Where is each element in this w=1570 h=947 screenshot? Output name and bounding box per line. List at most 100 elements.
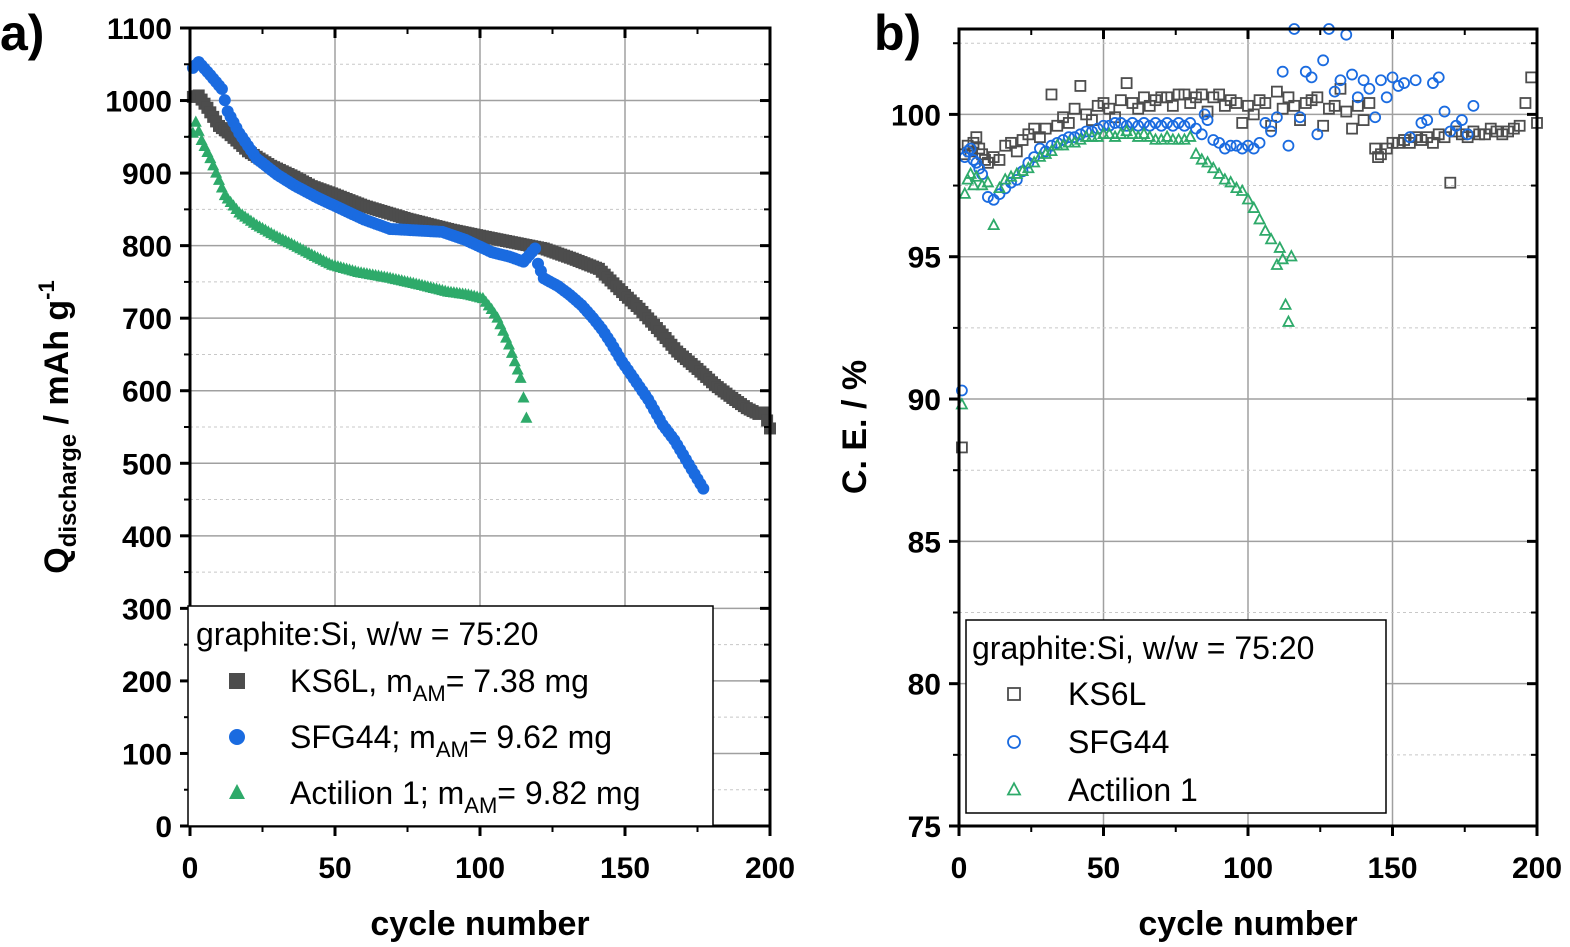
data-point bbox=[967, 154, 980, 166]
data-point bbox=[1045, 88, 1058, 101]
data-point bbox=[1432, 71, 1445, 84]
legend-marker-triangle-icon bbox=[229, 784, 245, 799]
data-point bbox=[964, 166, 978, 179]
data-point bbox=[1201, 114, 1214, 126]
panel-b-y-axis-label: C. E. / % bbox=[836, 360, 874, 494]
data-point bbox=[1357, 74, 1370, 87]
data-point bbox=[958, 186, 972, 199]
y-tick-label: 500 bbox=[122, 448, 172, 481]
data-point bbox=[1351, 91, 1364, 104]
data-point bbox=[1427, 77, 1439, 89]
data-point bbox=[511, 363, 524, 375]
y-tick-label: 900 bbox=[122, 158, 172, 191]
data-point bbox=[1224, 175, 1238, 188]
data-point bbox=[1409, 74, 1422, 87]
data-point bbox=[1230, 97, 1243, 109]
data-point bbox=[1351, 99, 1364, 112]
data-point bbox=[964, 142, 977, 155]
data-point bbox=[1258, 223, 1272, 236]
data-point bbox=[969, 169, 983, 182]
legend-entry-label: Actilion 1; mAM= 9.82 mg bbox=[290, 775, 640, 818]
data-point bbox=[505, 346, 518, 358]
panel-b-axes: 0 50 100 150 200 75 80 85 90 95 100 bbox=[891, 27, 1562, 885]
data-point bbox=[993, 154, 1006, 166]
data-point bbox=[1161, 117, 1173, 129]
data-point bbox=[1247, 200, 1261, 213]
data-point bbox=[1259, 97, 1272, 109]
data-point bbox=[1363, 82, 1376, 95]
data-point bbox=[1125, 126, 1139, 139]
panel-b-grid bbox=[959, 29, 1537, 826]
data-point bbox=[1282, 139, 1295, 152]
y-tick-label: 1100 bbox=[107, 13, 172, 46]
series-ks6l bbox=[186, 89, 776, 435]
data-point bbox=[982, 191, 994, 203]
data-point bbox=[1461, 128, 1474, 141]
data-point bbox=[1230, 139, 1243, 152]
data-point bbox=[1068, 102, 1081, 115]
x-tick-label: 100 bbox=[1223, 852, 1273, 885]
data-point bbox=[1467, 99, 1480, 112]
panel-b-x-axis-label: cycle number bbox=[1138, 905, 1357, 943]
y-tick-label: 300 bbox=[122, 593, 172, 626]
y-tick-label: 200 bbox=[122, 666, 172, 699]
data-point bbox=[1189, 146, 1203, 159]
data-point bbox=[966, 178, 980, 191]
legend-entry-label: SFG44 bbox=[1068, 724, 1169, 760]
data-point bbox=[1276, 65, 1289, 78]
data-point bbox=[503, 338, 515, 350]
series-sfg44 bbox=[955, 23, 1480, 397]
data-point bbox=[1259, 117, 1272, 129]
data-point bbox=[1178, 119, 1191, 132]
data-point bbox=[1276, 102, 1289, 115]
data-point bbox=[1028, 151, 1041, 163]
legend-title: graphite:Si, w/w = 75:20 bbox=[196, 616, 538, 652]
data-point bbox=[514, 371, 527, 383]
data-point bbox=[1010, 145, 1023, 158]
x-tick-label: 200 bbox=[1512, 852, 1562, 885]
y-tick-label: 95 bbox=[908, 242, 941, 275]
legend-marker-square-icon bbox=[229, 673, 245, 689]
y-tick-label: 400 bbox=[122, 521, 172, 554]
data-point bbox=[1305, 71, 1318, 84]
x-tick-label: 200 bbox=[745, 852, 795, 885]
data-point bbox=[1455, 114, 1468, 126]
data-point bbox=[1166, 99, 1179, 112]
x-tick-label: 0 bbox=[951, 852, 968, 885]
data-point bbox=[517, 391, 530, 403]
series-sfg44 bbox=[186, 56, 710, 495]
data-point bbox=[1109, 117, 1121, 129]
x-tick-label: 150 bbox=[1367, 852, 1417, 885]
data-point bbox=[189, 115, 202, 127]
data-point bbox=[961, 172, 975, 185]
data-point bbox=[529, 242, 542, 255]
data-point bbox=[1317, 119, 1330, 132]
y-tick-label: 90 bbox=[908, 384, 941, 417]
data-point bbox=[1253, 136, 1266, 149]
data-point bbox=[1357, 114, 1370, 126]
panel-b-legend: graphite:Si, w/w = 75:20 KS6L SFG44 Actili… bbox=[965, 619, 1387, 814]
data-point bbox=[970, 156, 983, 169]
data-point bbox=[1114, 94, 1127, 107]
data-point bbox=[1241, 192, 1255, 205]
data-point bbox=[1027, 155, 1041, 168]
data-point bbox=[1328, 85, 1341, 98]
data-point bbox=[1195, 88, 1208, 101]
panel-a-x-axis-label: cycle number bbox=[370, 905, 589, 943]
x-tick-label: 100 bbox=[455, 852, 505, 885]
y-tick-label: 1000 bbox=[105, 86, 172, 119]
data-point bbox=[1198, 108, 1211, 121]
data-point bbox=[1137, 126, 1151, 139]
data-point bbox=[1062, 117, 1075, 129]
data-point bbox=[1525, 71, 1538, 84]
legend-entry-label: SFG44; mAM= 9.62 mg bbox=[290, 719, 612, 762]
data-point bbox=[981, 175, 995, 188]
data-point bbox=[1242, 139, 1254, 152]
series-ks6l bbox=[955, 71, 1543, 454]
legend-title: graphite:Si, w/w = 75:20 bbox=[972, 630, 1314, 666]
series-actilion-1 bbox=[955, 123, 1298, 410]
data-point bbox=[1206, 160, 1220, 174]
data-point bbox=[1236, 117, 1249, 129]
data-point bbox=[1288, 99, 1301, 112]
